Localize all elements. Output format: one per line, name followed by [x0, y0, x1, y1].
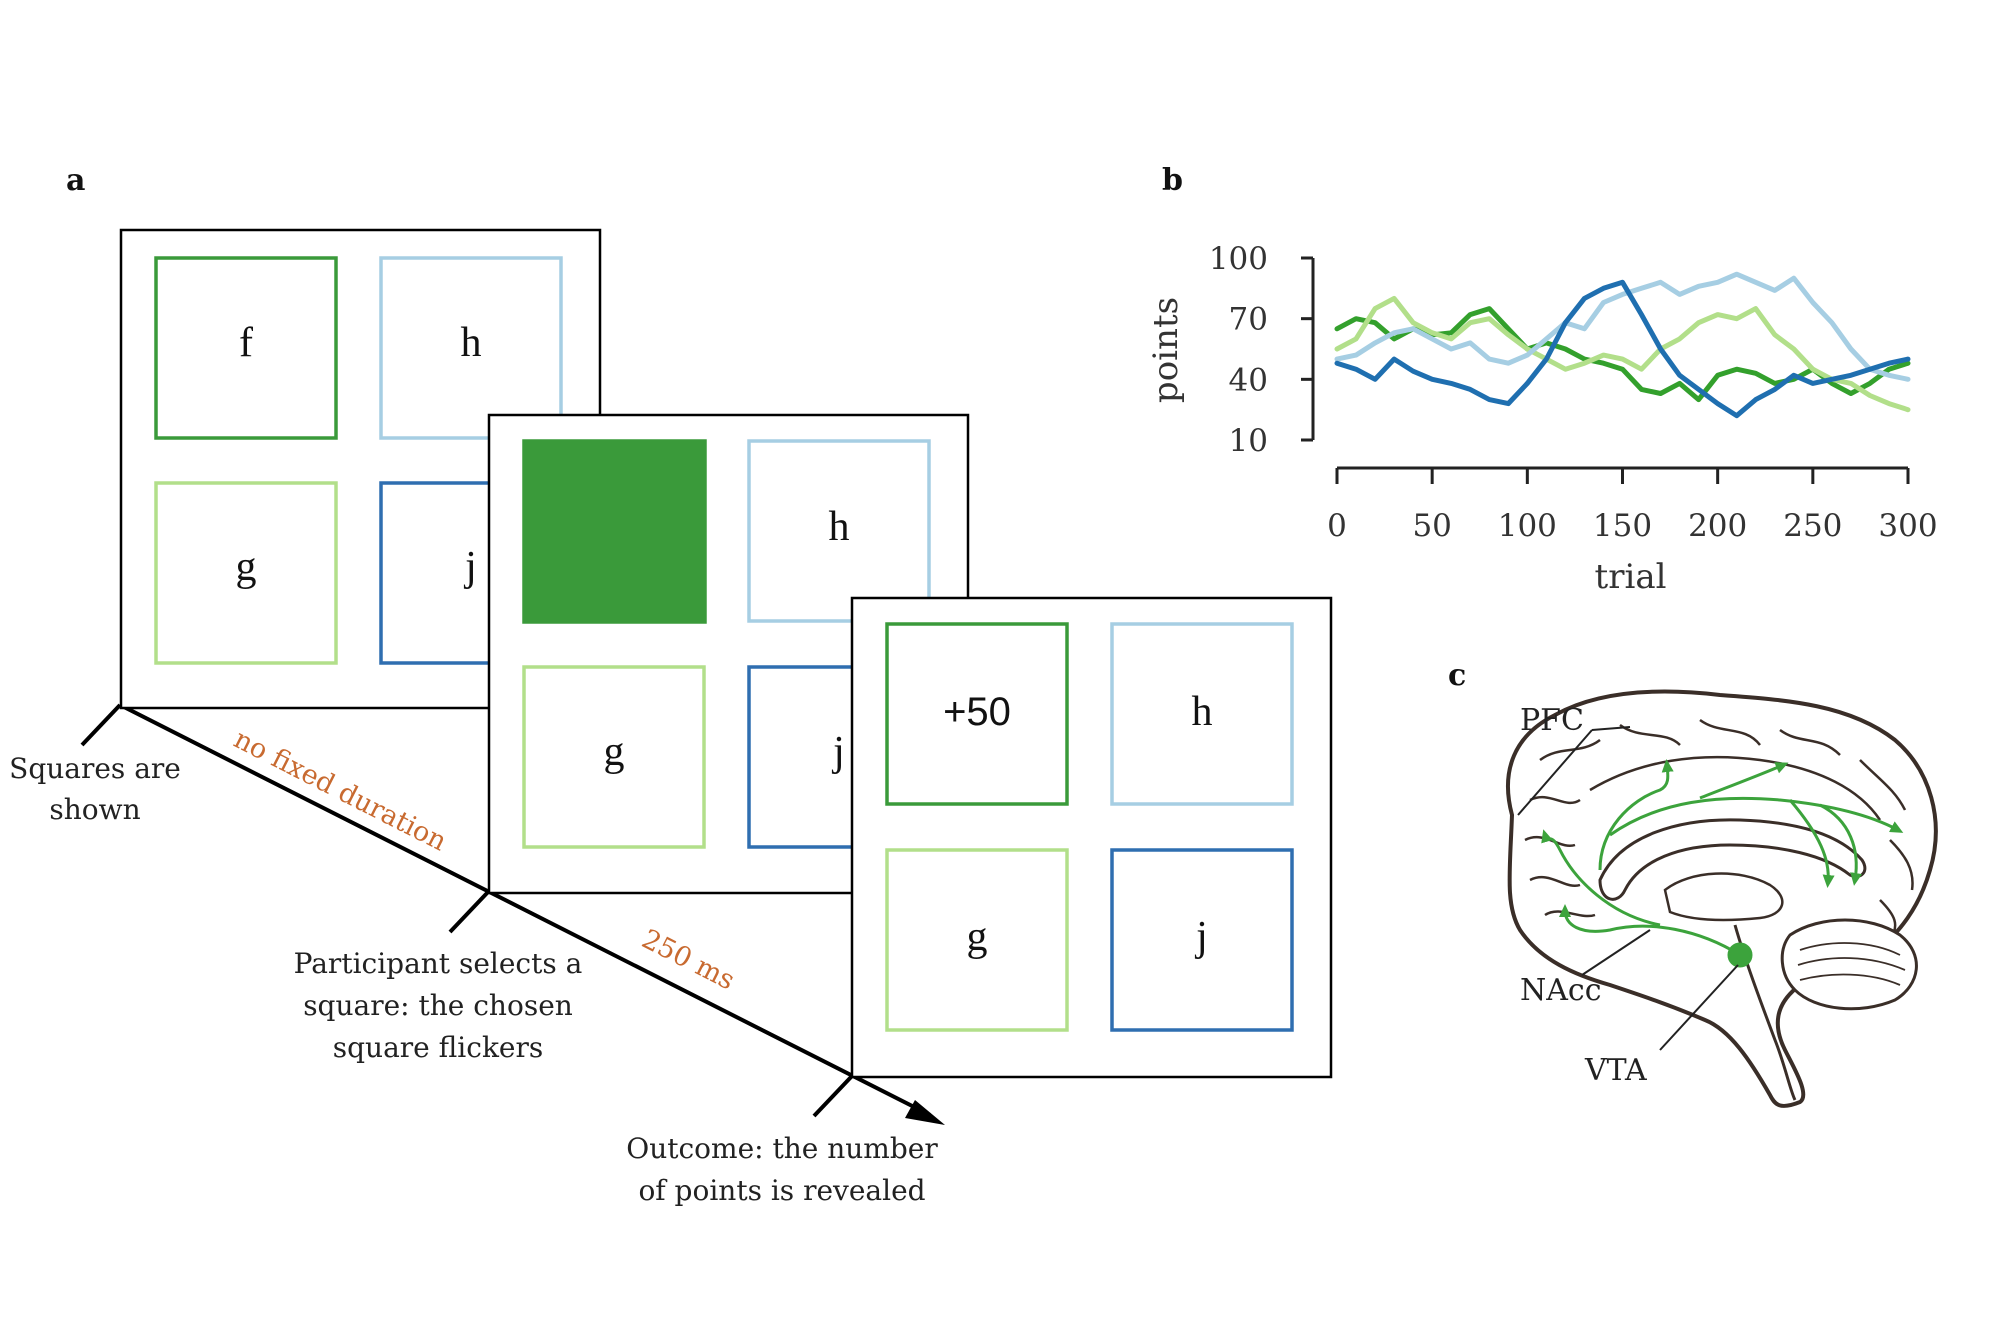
x-tick-label: 50	[1412, 508, 1451, 544]
key-j-label: j	[831, 729, 845, 775]
x-tick-label: 300	[1878, 508, 1937, 544]
y-tick-label: 10	[1229, 423, 1268, 459]
square-h	[747, 439, 931, 623]
square-g	[154, 481, 338, 665]
vta-node	[1727, 942, 1753, 968]
pathway-cingulate	[1609, 796, 1904, 837]
square-g	[885, 848, 1069, 1032]
series-line-1	[1334, 306, 1911, 403]
step2-caption-line1: Participant selects a	[294, 947, 583, 980]
timeline-tick-2	[448, 890, 490, 934]
step3-caption-line1: Outcome: the number	[626, 1132, 938, 1165]
nacc-label: NAcc	[1520, 973, 1602, 1008]
vta-label: VTA	[1584, 1053, 1647, 1088]
key-h-label: h	[1192, 689, 1213, 735]
y-tick-label: 100	[1209, 241, 1268, 277]
key-h-label: h	[461, 320, 482, 366]
vta-leader	[1659, 964, 1739, 1051]
x-tick-label: 100	[1498, 508, 1557, 544]
step1-caption-line2: shown	[49, 793, 140, 826]
timeline: no fixed duration 250 ms Squares are sho…	[9, 703, 945, 1207]
x-tick-label: 150	[1593, 508, 1652, 544]
pathway-to-pfc-base	[1541, 829, 1661, 927]
x-axis-label: trial	[1595, 557, 1667, 597]
line-chart: 10 40 70 100 0 50 100 150 200 250 300 trial points	[1146, 241, 1938, 597]
dopamine-pathways	[1541, 759, 1904, 968]
pathway-parietal-1	[1819, 803, 1863, 886]
key-g-label: g	[967, 914, 988, 960]
square-h	[379, 256, 563, 440]
series-line-2	[1334, 295, 1911, 413]
screen-3: +50 h g j	[850, 596, 1333, 1079]
y-tick-label: 70	[1229, 302, 1268, 338]
nacc-leader	[1581, 929, 1651, 976]
interval-label-2: 250 ms	[637, 924, 740, 997]
pfc-label: PFC	[1520, 703, 1584, 738]
pfc-leader-2	[1591, 726, 1631, 731]
panel-c-label: c	[1448, 658, 1466, 693]
square-j	[1110, 848, 1294, 1032]
square-f	[154, 256, 338, 440]
y-axis-label: points	[1146, 297, 1186, 403]
square-g	[522, 665, 706, 849]
timeline-axis	[119, 703, 931, 1117]
timeline-tick-1	[80, 703, 122, 747]
series-line-3	[1334, 271, 1911, 382]
timeline-arrowhead	[905, 1100, 945, 1125]
panel-a-label: a	[66, 163, 85, 198]
step2-caption-line2: square: the chosen	[303, 989, 573, 1022]
key-j-label: j	[1194, 914, 1208, 960]
step3-caption-line2: of points is revealed	[638, 1174, 925, 1207]
corpus-callosum	[1598, 818, 1867, 901]
square-f-flicker	[522, 439, 707, 624]
x-tick-label: 200	[1688, 508, 1747, 544]
key-g-label: g	[604, 729, 625, 775]
key-j-label: j	[463, 544, 477, 590]
interval-label-1: no fixed duration	[229, 724, 452, 858]
series-line-4	[1334, 279, 1911, 419]
cerebellum-folia	[1797, 942, 1906, 986]
pathway-parietal-2	[1788, 799, 1835, 888]
thalamus	[1663, 872, 1784, 922]
screen-3-frame	[850, 596, 1333, 1079]
x-tick-label: 250	[1783, 508, 1842, 544]
brain-illustration: PFC NAcc VTA	[1506, 689, 1938, 1108]
square-f-outcome	[885, 622, 1069, 806]
timeline-tick-3	[812, 1074, 854, 1118]
pathway-dorsal	[1699, 762, 1789, 800]
pfc-leader-1	[1517, 729, 1593, 816]
square-h	[1110, 622, 1294, 806]
pathway-to-frontal	[1559, 904, 1741, 957]
reward-label: +50	[943, 690, 1011, 734]
panel-b-label: b	[1162, 163, 1183, 198]
key-g-label: g	[236, 544, 257, 590]
cerebellum	[1780, 918, 1918, 1011]
x-tick-label: 0	[1327, 508, 1347, 544]
key-f-label: f	[239, 320, 253, 366]
step1-caption-line1: Squares are	[9, 752, 181, 785]
step2-caption-line3: square flickers	[333, 1031, 543, 1064]
y-tick-label: 40	[1229, 362, 1268, 398]
pathway-to-pfc-top	[1598, 759, 1674, 871]
key-h-label: h	[829, 504, 850, 550]
